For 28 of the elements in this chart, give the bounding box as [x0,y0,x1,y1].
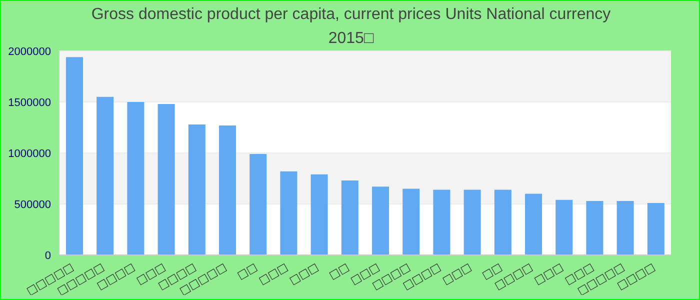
y-tick-label: 500000 [14,198,51,211]
chart-title: Gross domestic product per capita, current prices Units National currency 2015□ [90,5,612,49]
bar [647,202,664,255]
bar [188,124,206,255]
y-tick-label: 1000000 [8,148,51,160]
y-tick-label: 1500000 [8,96,51,109]
bar [494,190,512,255]
bar [464,190,481,255]
bar [402,188,420,255]
bar [616,200,634,255]
bar [280,171,298,255]
bar [66,57,83,255]
y-tick-label: 2000000 [8,46,51,58]
bar [250,154,267,255]
bar [158,104,175,255]
bar [525,194,542,255]
bar [433,190,450,255]
bar [127,102,144,255]
x-tick-label: □□ [326,260,352,282]
bar [310,174,328,255]
bar [586,200,604,255]
bar [341,180,358,255]
bar [372,186,389,255]
bar [556,200,573,255]
x-tick-label: □□ [234,260,260,282]
bar [96,96,114,255]
bar [219,125,236,255]
y-tick-label: 0 [44,250,51,262]
